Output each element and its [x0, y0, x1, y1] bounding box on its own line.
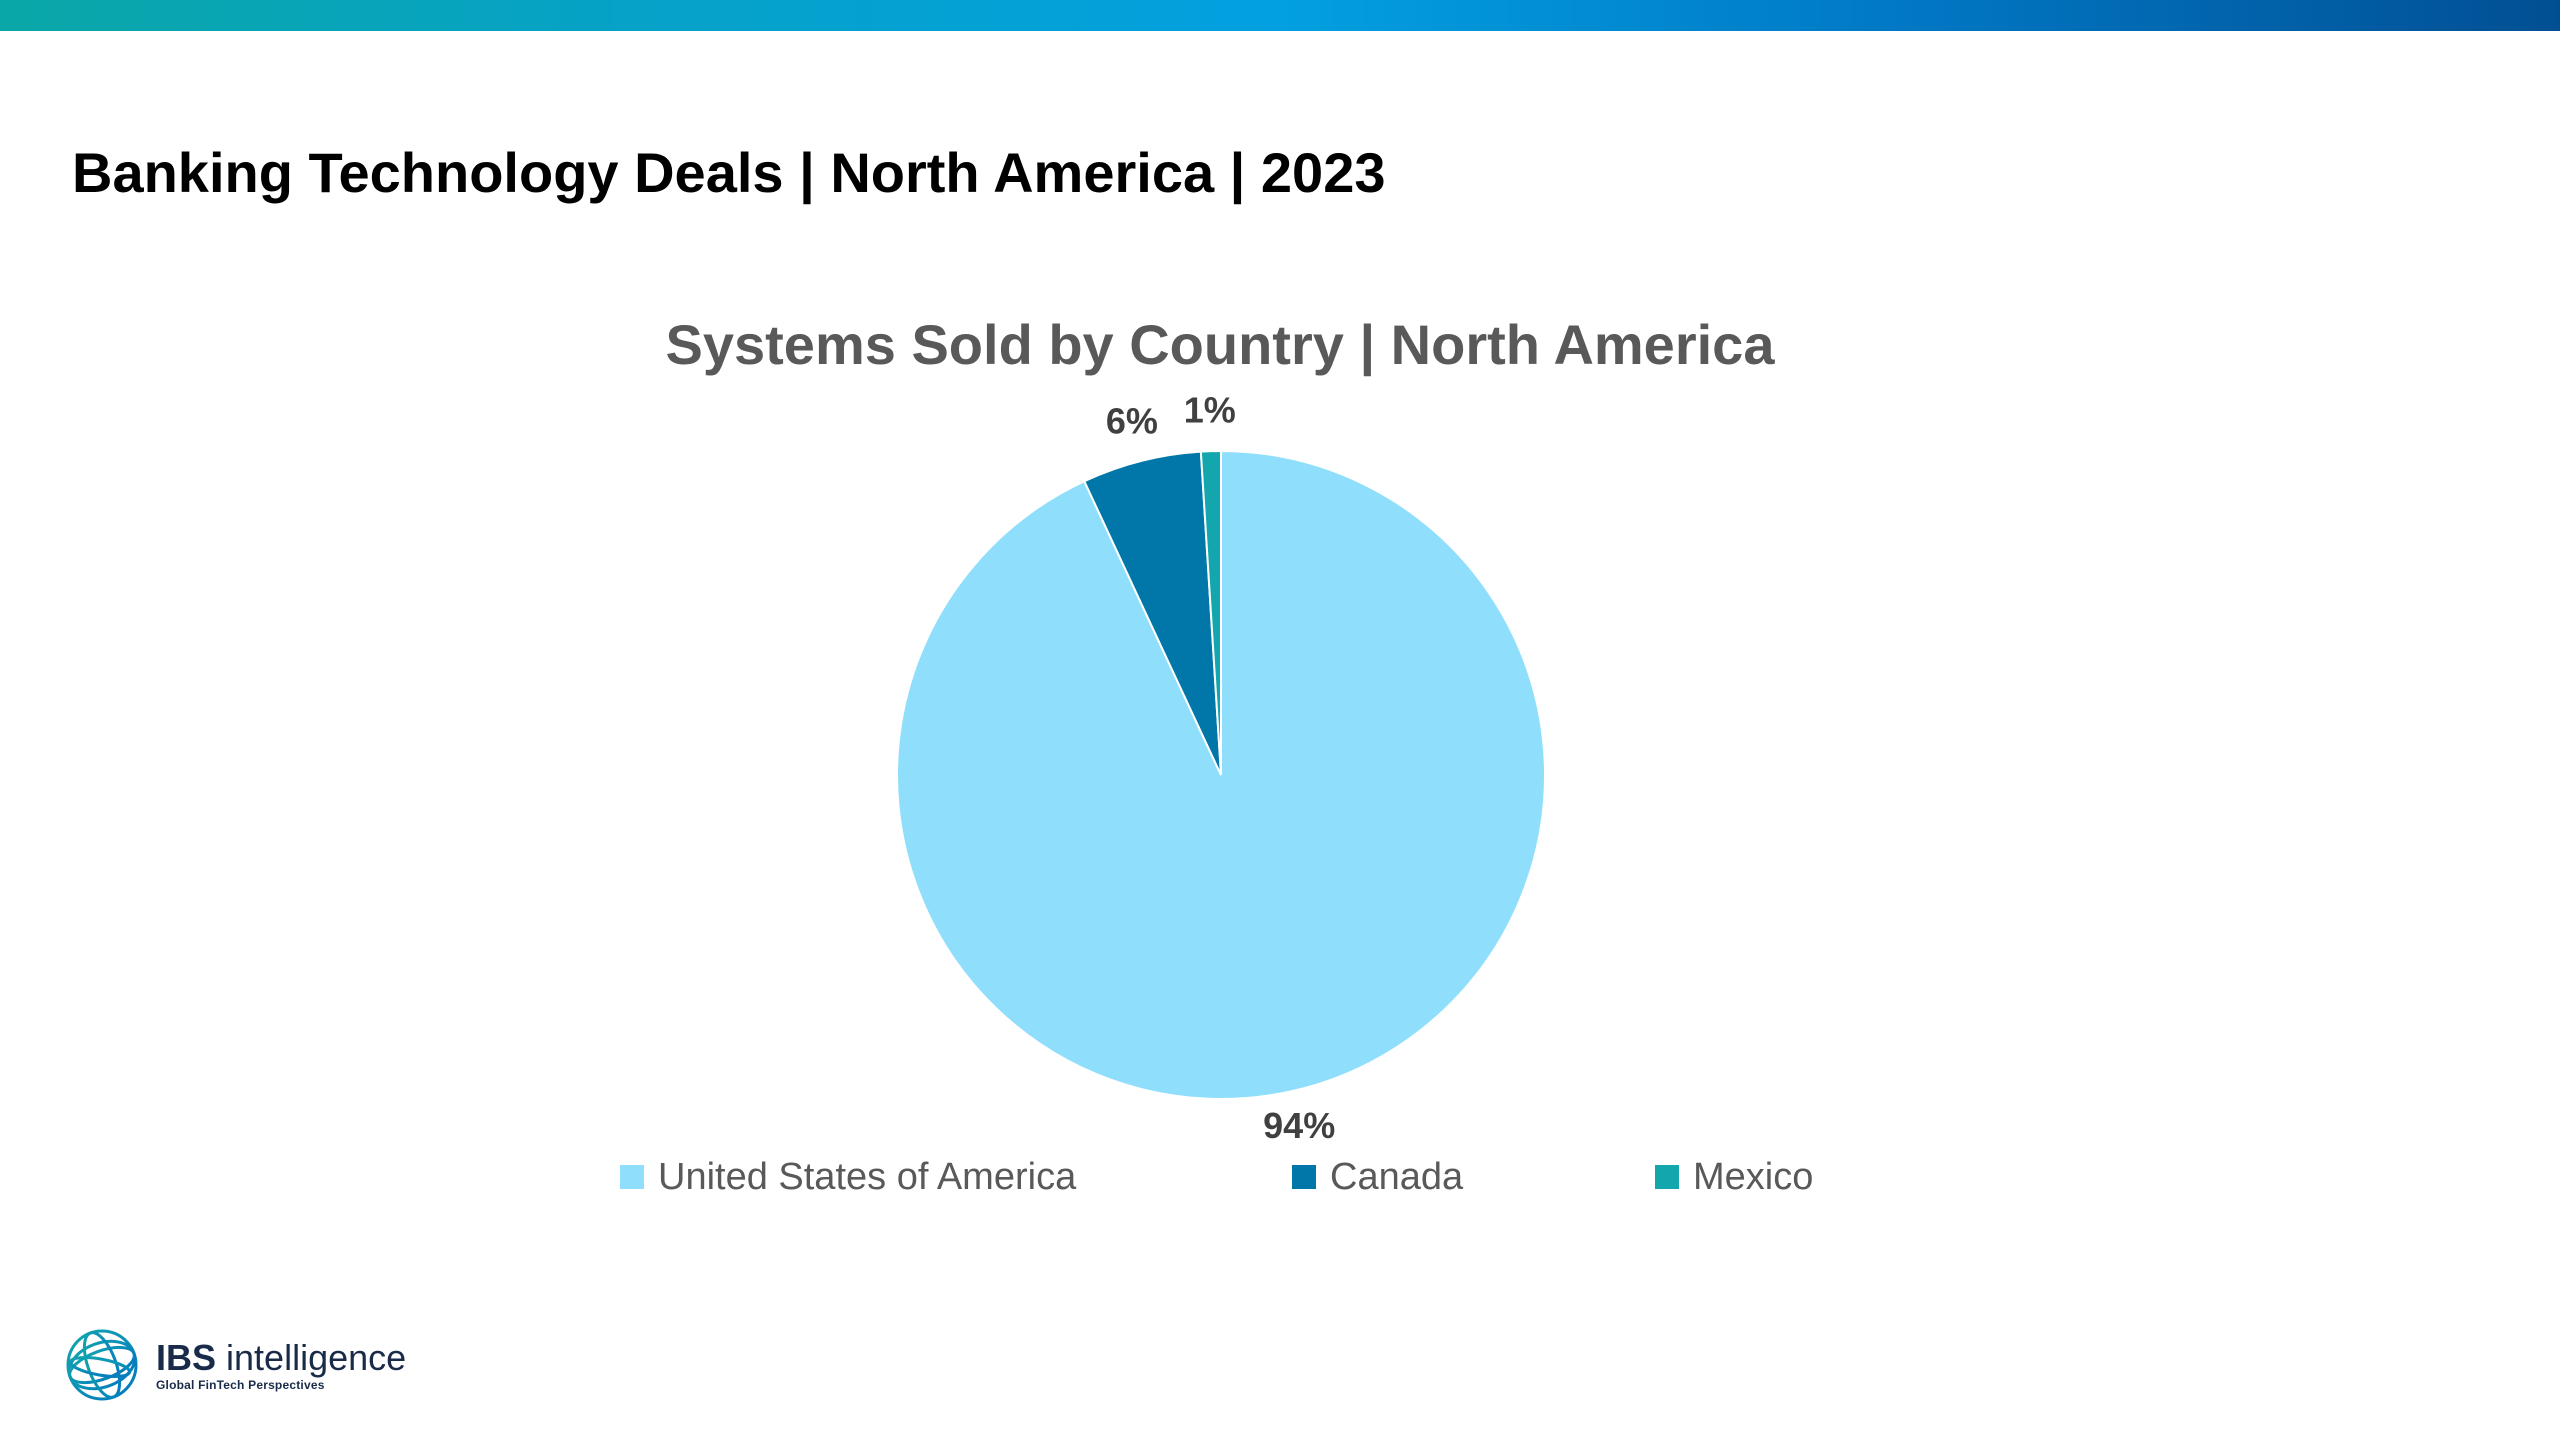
legend-label-mexico: Mexico [1693, 1155, 1814, 1198]
legend-swatch-canada [1292, 1165, 1316, 1189]
logo-brand: IBS [156, 1337, 217, 1378]
logo-tagline: Global FinTech Perspectives [156, 1378, 325, 1392]
logo-name: intelligence [226, 1337, 407, 1378]
legend-swatch-usa [620, 1165, 644, 1189]
chart-legend: United States of America Canada Mexico [0, 1150, 2560, 1204]
data-label-canada: 6% [1106, 401, 1158, 442]
top-accent-bar [0, 0, 2560, 31]
legend-swatch-mexico [1655, 1165, 1679, 1189]
legend-label-canada: Canada [1330, 1155, 1464, 1198]
legend-item-usa: United States of America [620, 1150, 1076, 1204]
legend-item-mexico: Mexico [1655, 1150, 1813, 1204]
chart-title: Systems Sold by Country | North America [665, 313, 1775, 376]
slide-title: Banking Technology Deals | North America… [72, 141, 1386, 204]
data-label-usa: 94% [1263, 1105, 1335, 1146]
pie-slice-mexico [1199, 449, 1222, 776]
ibs-logo: IBS intelligence Global FinTech Perspect… [60, 1320, 406, 1410]
pie-slice-canada [1083, 450, 1222, 776]
legend-label-usa: United States of America [658, 1155, 1077, 1198]
globe-icon [66, 1329, 138, 1401]
data-label-mexico: 1% [1184, 390, 1236, 431]
legend-item-canada: Canada [1292, 1150, 1463, 1204]
